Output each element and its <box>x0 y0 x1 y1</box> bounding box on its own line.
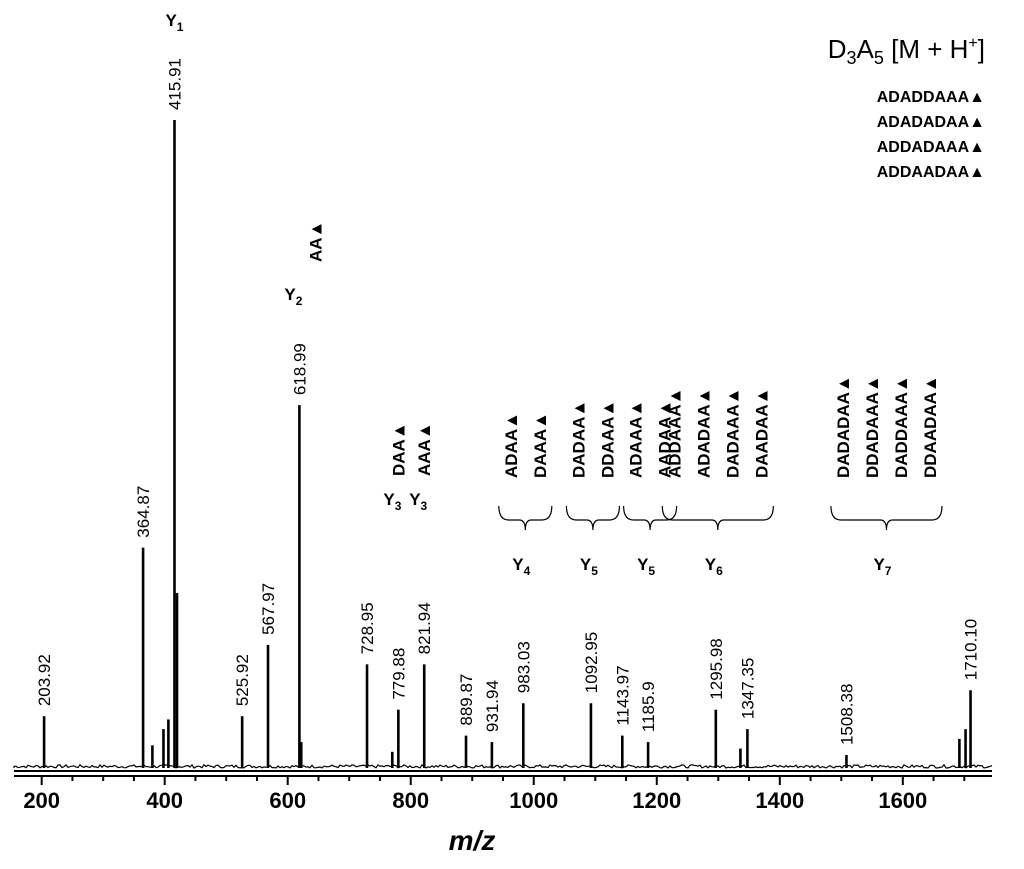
peak-label: 415.91 <box>165 58 184 110</box>
peak-label: 1710.10 <box>962 619 981 680</box>
fragment-sequence: DAAA▲ <box>531 412 550 478</box>
x-axis-label: m/z <box>449 825 496 856</box>
ion-label: Y3 <box>409 490 427 513</box>
peak-label: 1092.95 <box>582 632 601 693</box>
fragment-sequence: AAA▲ <box>415 422 434 476</box>
peak-label: 203.92 <box>35 654 54 706</box>
x-tick-label: 1000 <box>509 788 558 813</box>
x-tick-label: 600 <box>269 788 306 813</box>
title-part: A <box>857 34 875 64</box>
ion-label: Y2 <box>284 285 302 308</box>
x-tick-label: 400 <box>146 788 183 813</box>
fragment-sequence: DAA▲ <box>389 422 408 476</box>
fragment-bracket <box>661 505 774 531</box>
peak-label: 1347.35 <box>738 658 757 719</box>
fragment-sequence: DDAAA▲ <box>598 400 617 478</box>
title-part: ] <box>978 34 985 64</box>
title-part-sup: + <box>968 35 977 52</box>
x-tick-label: 1200 <box>632 788 681 813</box>
fragment-sequence: ADAAA▲ <box>627 400 646 478</box>
fragment-sequence: ADAA▲ <box>502 412 521 478</box>
peak-label: 889.87 <box>457 674 476 726</box>
fragment-sequence: DADADAA▲ <box>834 375 853 478</box>
fragment-sequence: DADAA▲ <box>569 400 588 478</box>
x-tick-label: 1600 <box>878 788 927 813</box>
peak-label: 1508.38 <box>837 684 856 745</box>
peaks-group <box>42 120 972 768</box>
peak-label: 821.94 <box>415 602 434 654</box>
fragment-sequence: ADADAA▲ <box>694 388 713 479</box>
legend-sequence: ADDADAAA▲ <box>877 139 985 156</box>
peak-label: 525.92 <box>233 654 252 706</box>
peak-label: 728.95 <box>358 602 377 654</box>
fragment-sequence: DDADAAA▲ <box>863 375 882 478</box>
fragment-sequence: DADAAA▲ <box>723 388 742 479</box>
ion-label: Y3 <box>383 490 401 513</box>
x-axis: 200 400 600 800 1000 1200 1400 1600 <box>14 770 992 813</box>
ion-label: Y5 <box>637 555 655 578</box>
legend-sequence: ADADADAA▲ <box>877 114 985 131</box>
peak-labels-group: 203.92 364.87 415.91 525.92 567.97 618.99 728.… <box>35 58 980 745</box>
ion-label: Y4 <box>512 555 530 578</box>
fragment-sequence: AA▲ <box>306 221 325 262</box>
fragment-sequence: DAADAA▲ <box>752 388 771 479</box>
peak-label: 567.97 <box>259 583 278 635</box>
fragment-bracket <box>623 505 678 531</box>
fragment-bracket <box>498 505 553 531</box>
ion-label: Y1 <box>165 11 183 34</box>
x-tick-label: 800 <box>392 788 429 813</box>
peak-label: 618.99 <box>290 343 309 395</box>
ion-label: Y7 <box>873 555 891 578</box>
x-tick-label: 200 <box>23 788 60 813</box>
peak-label: 1295.98 <box>707 638 726 699</box>
title-part-sub: 5 <box>874 48 884 68</box>
peak-label: 364.87 <box>134 486 153 538</box>
fragment-sequence: DADDAAA▲ <box>892 375 911 478</box>
fragment-sequence: DDAADAA▲ <box>921 375 940 478</box>
peak-label: 1185.9 <box>639 681 658 732</box>
fragment-sequence: AADAA▲ <box>656 400 675 478</box>
peak-label: 983.03 <box>514 641 533 693</box>
title-part-sub: 3 <box>847 48 857 68</box>
chart-title-group: D3A5 [M + H+] ADADDAAA▲ ADADADAA▲ ADDADA… <box>828 34 985 181</box>
fragment-sequence: ADDAAA▲ <box>665 388 684 479</box>
legend-sequence: ADADDAAA▲ <box>877 89 985 106</box>
peak-label: 1143.97 <box>613 665 632 725</box>
fragment-bracket <box>565 505 621 531</box>
title-part: [M + H <box>884 34 969 64</box>
title-part: D <box>828 34 847 64</box>
peak-label: 779.88 <box>389 648 408 700</box>
ion-label: Y5 <box>580 555 598 578</box>
ion-label: Y6 <box>705 555 723 578</box>
x-tick-label: 1400 <box>755 788 804 813</box>
chart-title: D3A5 [M + H+] <box>828 34 985 68</box>
peak-label: 931.94 <box>483 680 502 732</box>
legend-sequence: ADDAADAA▲ <box>877 164 985 181</box>
fragment-bracket <box>830 505 943 531</box>
